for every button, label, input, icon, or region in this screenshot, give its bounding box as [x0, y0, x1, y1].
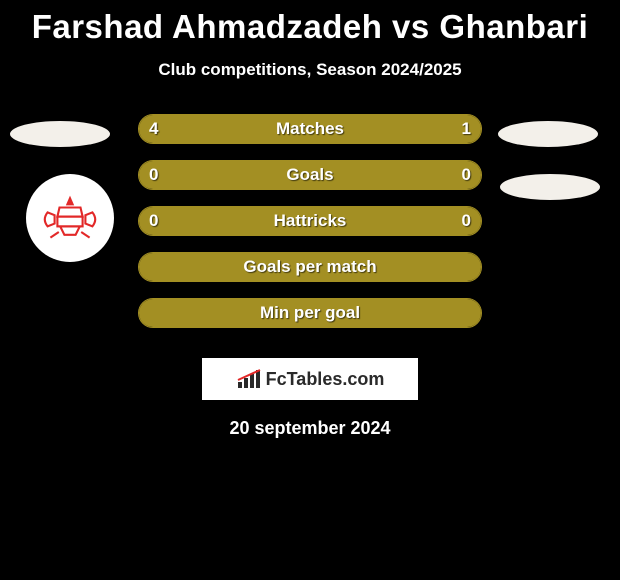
stat-label: Hattricks — [139, 211, 481, 231]
stat-row: Hattricks0 0 — [138, 206, 482, 236]
stat-label: Matches — [139, 119, 481, 139]
player-right-club-flag — [500, 174, 600, 200]
stat-label: Min per goal — [139, 303, 481, 323]
stat-row: Matches4 1 — [138, 114, 482, 144]
stat-label: Goals per match — [139, 257, 481, 277]
club-crest-icon — [35, 183, 105, 253]
stat-row: Min per goal — [138, 298, 482, 328]
stat-label: Goals — [139, 165, 481, 185]
comparison-card: Farshad Ahmadzadeh vs Ghanbari Club comp… — [0, 0, 620, 439]
brand-badge: FcTables.com — [202, 358, 418, 400]
stat-value-left: 0 — [149, 211, 158, 231]
stat-value-left: 0 — [149, 165, 158, 185]
stat-rows: Matches41Goals00Hattricks00Goals per mat… — [138, 114, 482, 344]
stat-row: Goals per match — [138, 252, 482, 282]
bar-chart-icon — [236, 368, 262, 390]
stat-row: Goals0 0 — [138, 160, 482, 190]
stat-value-left: 4 — [149, 119, 158, 139]
footer-date: 20 september 2024 — [0, 418, 620, 439]
player-right-flag — [498, 121, 598, 147]
stat-value-right: 0 — [462, 211, 471, 231]
player-left-flag — [10, 121, 110, 147]
stat-value-right: 1 — [462, 119, 471, 139]
page-title: Farshad Ahmadzadeh vs Ghanbari — [0, 8, 620, 46]
brand-text: FcTables.com — [266, 369, 385, 390]
stats-area: Matches41Goals00Hattricks00Goals per mat… — [0, 114, 620, 344]
stat-value-right: 0 — [462, 165, 471, 185]
page-subtitle: Club competitions, Season 2024/2025 — [0, 60, 620, 80]
club-badge — [26, 174, 114, 262]
